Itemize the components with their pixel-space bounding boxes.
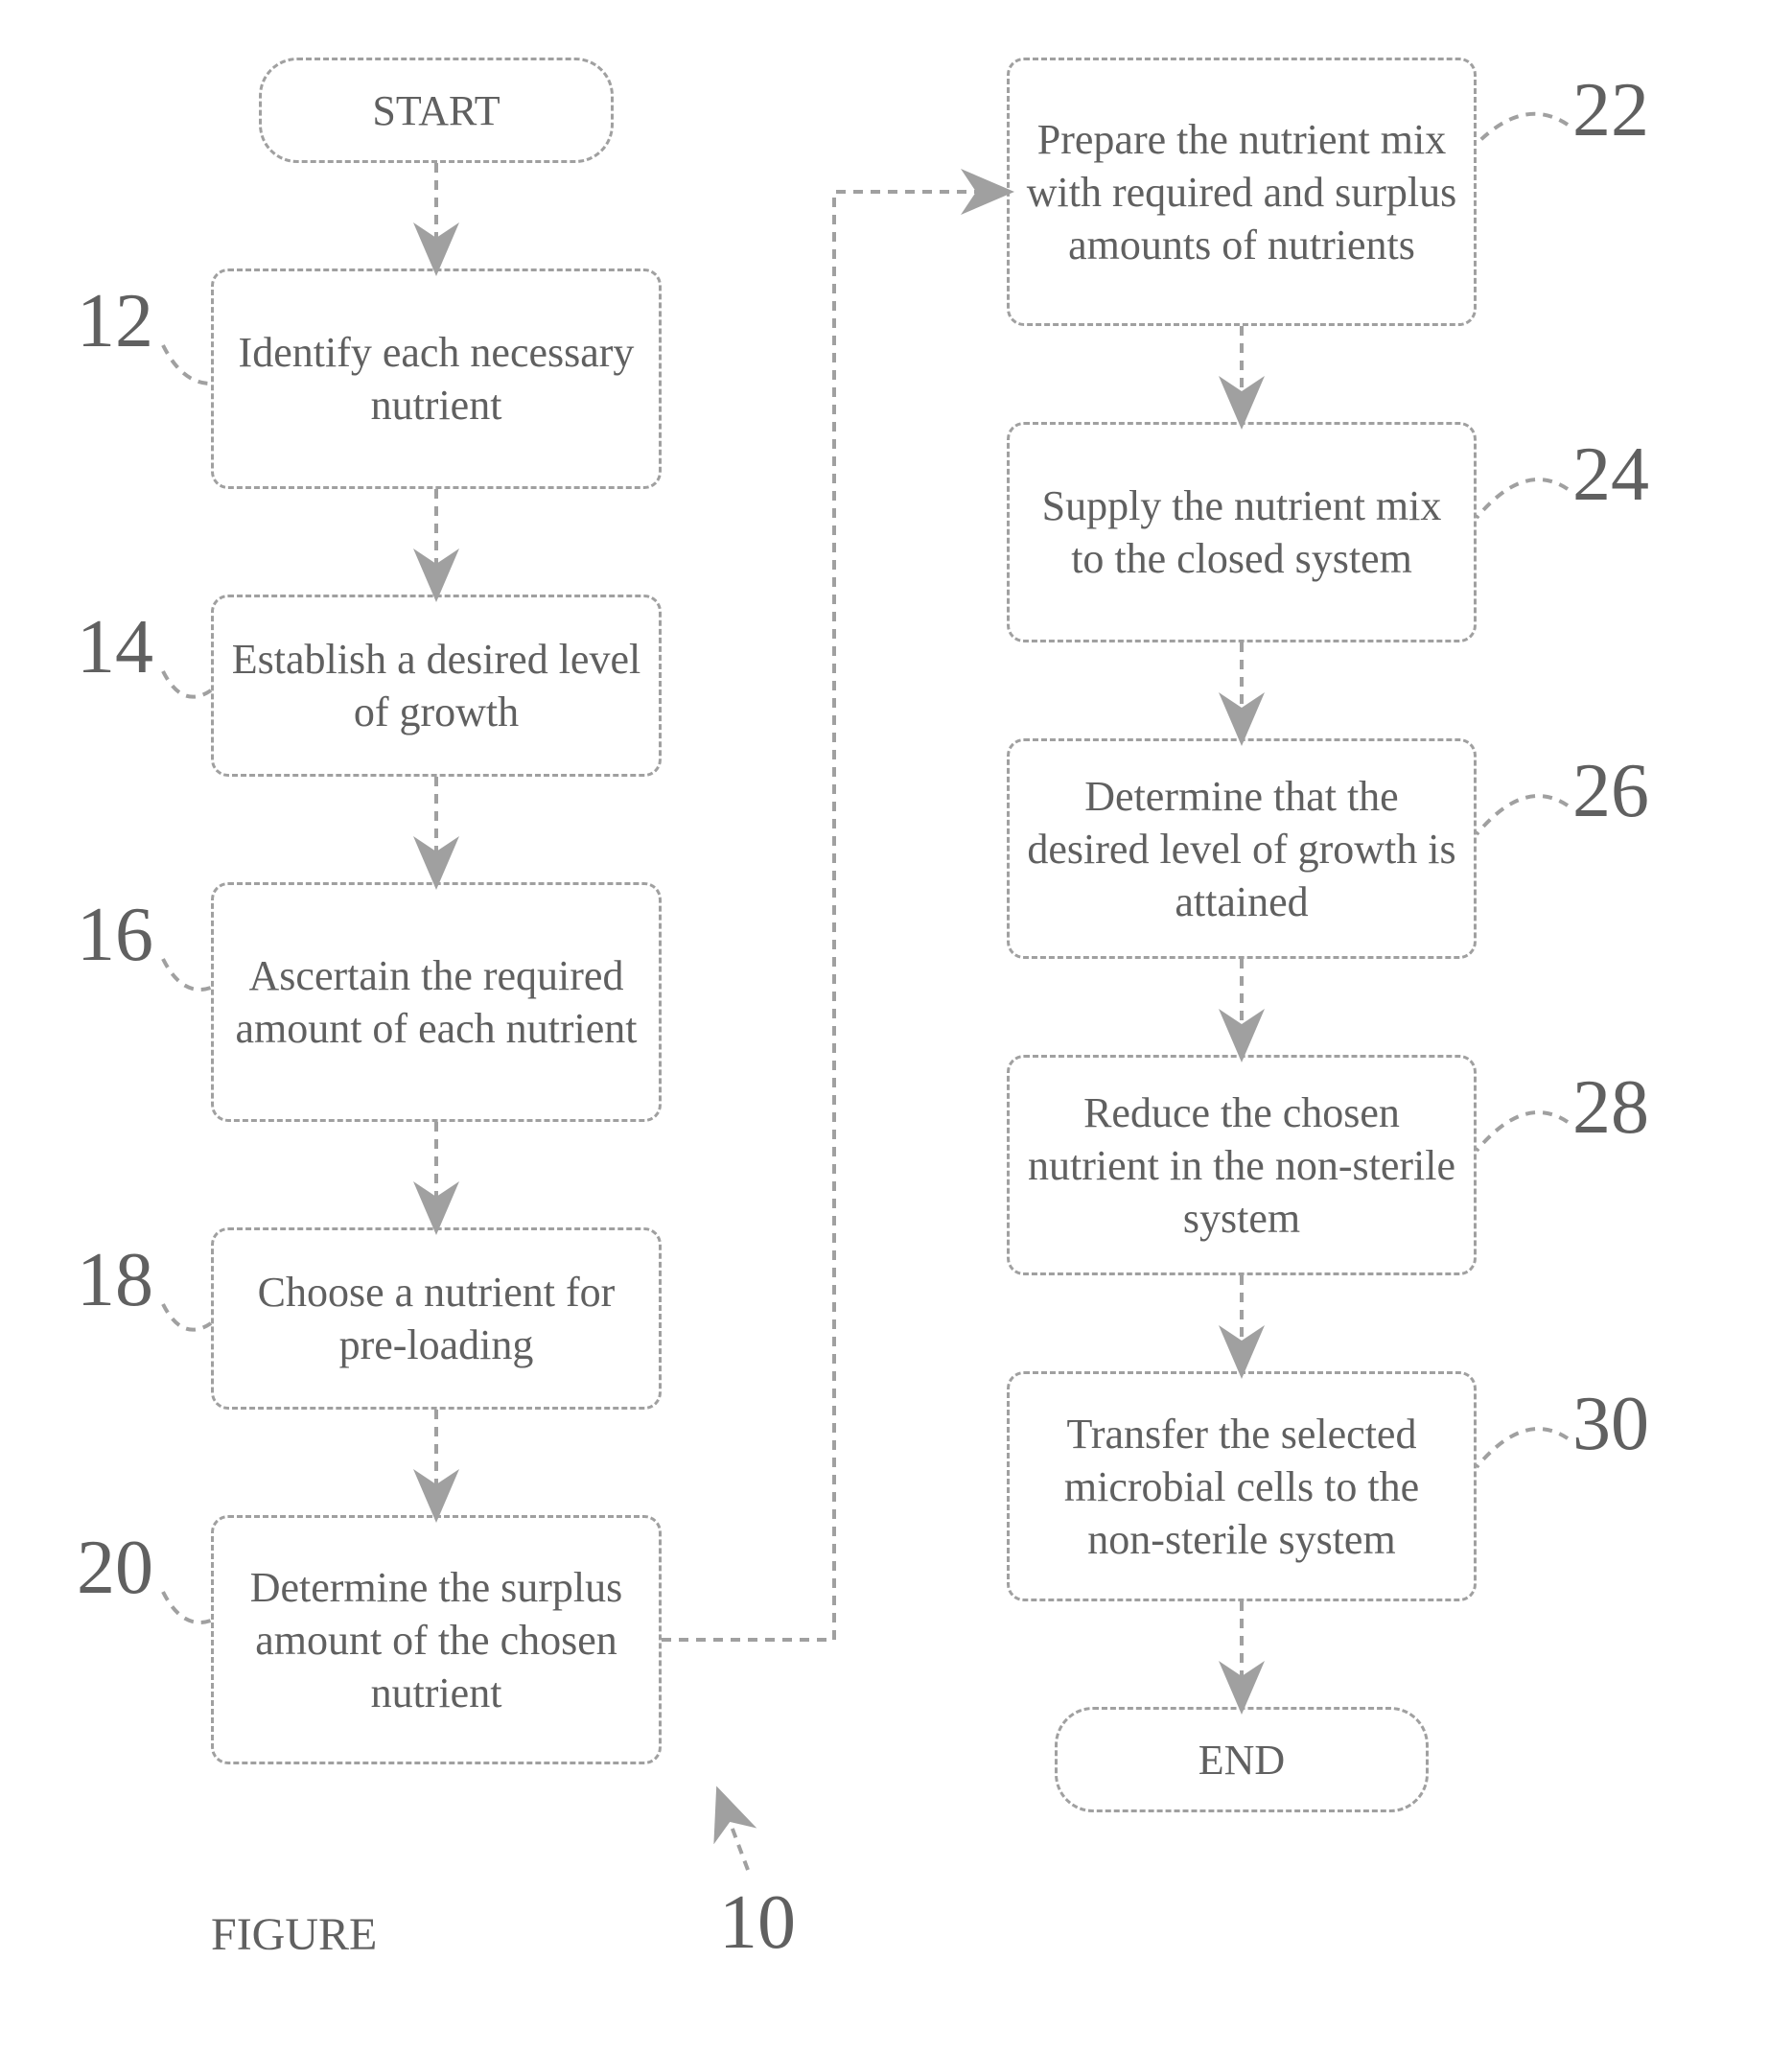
lead-20 (163, 1592, 211, 1622)
node-start: START (259, 58, 614, 163)
node-22: Prepare the nutrient mix with required a… (1007, 58, 1477, 326)
ref-30: 30 (1572, 1381, 1649, 1468)
ref-10: 10 (719, 1879, 796, 1967)
node-end: END (1055, 1707, 1429, 1812)
lead-28 (1477, 1112, 1568, 1151)
lead-22 (1477, 114, 1568, 144)
ref-12: 12 (77, 278, 153, 365)
figure-label: FIGURE (211, 1908, 377, 1961)
ref-20: 20 (77, 1525, 153, 1612)
node-16: Ascertain the required amount of each nu… (211, 882, 662, 1122)
ref-28: 28 (1572, 1064, 1649, 1152)
ref-14: 14 (77, 604, 153, 691)
lead-14 (163, 671, 211, 697)
ref-26: 26 (1572, 748, 1649, 835)
node-12: Identify each necessary nutrient (211, 268, 662, 489)
node-20: Determine the surplus amount of the chos… (211, 1515, 662, 1764)
node-30: Transfer the selected microbial cells to… (1007, 1371, 1477, 1601)
lead-12 (163, 345, 211, 384)
lead-26 (1477, 796, 1568, 834)
lead-24 (1477, 479, 1568, 518)
ref-18: 18 (77, 1237, 153, 1324)
node-14: Establish a desired level of growth (211, 595, 662, 777)
lead-16 (163, 959, 211, 990)
figure-pointer (719, 1793, 748, 1870)
node-26: Determine that the desired level of grow… (1007, 738, 1477, 959)
node-18: Choose a nutrient for pre-loading (211, 1227, 662, 1410)
node-24: Supply the nutrient mix to the closed sy… (1007, 422, 1477, 642)
edge-20-22 (662, 192, 1007, 1640)
ref-24: 24 (1572, 432, 1649, 519)
flowchart-canvas: START Identify each necessary nutrient E… (0, 0, 1792, 2054)
lead-18 (163, 1304, 211, 1330)
ref-22: 22 (1572, 67, 1649, 154)
lead-30 (1477, 1429, 1568, 1467)
ref-16: 16 (77, 892, 153, 979)
node-28: Reduce the chosen nutrient in the non-st… (1007, 1055, 1477, 1275)
